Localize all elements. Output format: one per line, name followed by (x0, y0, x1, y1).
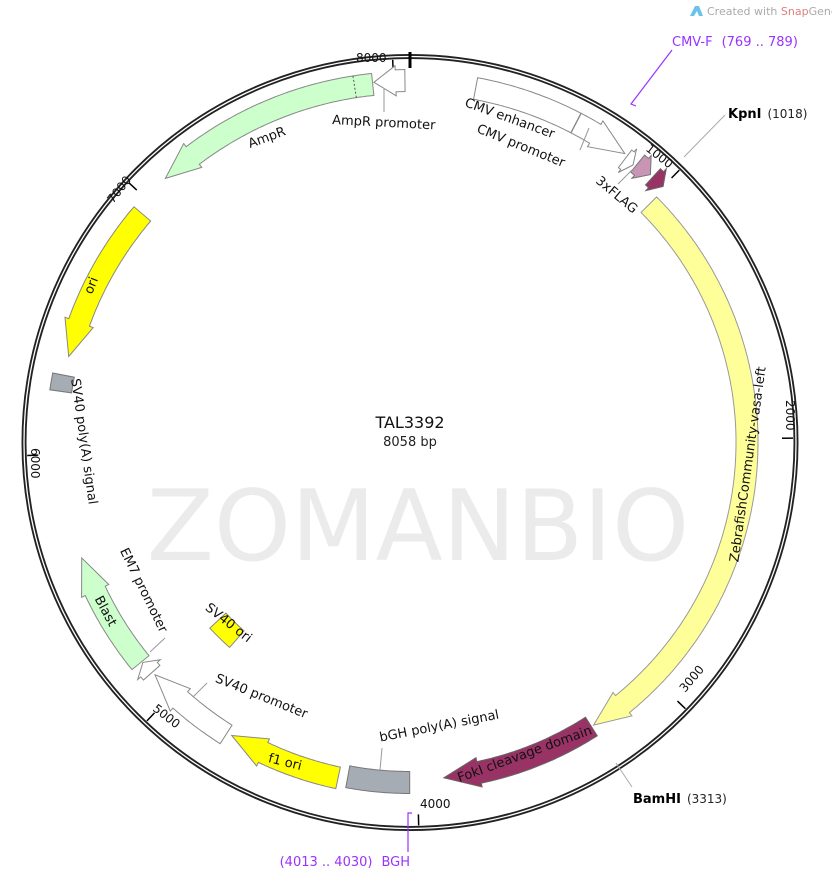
tick-label-3000: 3000 (677, 663, 707, 695)
enzyme-kpni[interactable]: KpnI (1018) (728, 107, 807, 122)
feature-unlabeled[interactable] (617, 148, 638, 173)
enzyme-name: BamHI (633, 792, 681, 807)
label-foki-cleavage-domain[interactable]: FokI cleavage domain (456, 723, 594, 786)
snapgene-credit[interactable]: Created with SnapGene® (690, 5, 832, 18)
primer-range: (4013 .. 4030) (280, 855, 373, 870)
tick-label-4000: 4000 (420, 797, 451, 811)
leader-bamhi (615, 762, 633, 788)
enzyme-bamhi[interactable]: BamHI (3313) (633, 792, 727, 807)
enzyme-position: (1018) (767, 107, 807, 121)
label-sv40-polya[interactable]: SV40 poly(A) signal (67, 378, 100, 506)
credit-brand-gene: Gene® (809, 5, 832, 18)
enzyme-position: (3313) (687, 792, 727, 806)
primer-cmv-f-marker (630, 49, 673, 107)
credit-prefix: Created with (707, 5, 781, 18)
feature-foki-cleavage-domain[interactable] (442, 716, 598, 788)
label-3xflag[interactable]: 3xFLAG (592, 174, 640, 217)
leader-em7-promoter (149, 637, 166, 653)
tick-mark-1000 (671, 169, 680, 179)
label-sv40-promoter[interactable]: SV40 promoter (213, 671, 310, 722)
feature-sv40-ori[interactable] (209, 612, 245, 649)
feature-zebrafishcommunity-vasa-left[interactable] (592, 196, 759, 726)
feature-3xflag[interactable] (630, 153, 652, 180)
feature-blast[interactable] (81, 556, 150, 671)
leader-sv40-promoter (192, 682, 208, 698)
tick-mark-7000 (128, 182, 138, 191)
primer-range: (769 .. 789) (722, 35, 798, 50)
tick-label-8000: 8000 (356, 51, 387, 65)
primer-name: BGH (381, 855, 410, 870)
feature-sv40-promoter[interactable] (154, 673, 233, 745)
plasmid-name: TAL3392 (374, 413, 444, 432)
leader-cmv-promoter (579, 127, 590, 151)
svg-text:Created with SnapGene®: Created with SnapGene® (707, 5, 832, 18)
feature-ampr[interactable] (164, 72, 375, 180)
feature-ampr-promoter[interactable] (373, 64, 406, 97)
leader-bgh-polya (379, 747, 383, 771)
leader-3xflag (617, 169, 633, 185)
tick-label-6000: 6000 (28, 448, 42, 479)
tick-label-2000: 2000 (783, 400, 797, 431)
snapgene-logo-icon (690, 6, 703, 16)
label-ori[interactable]: ori (82, 275, 102, 296)
primer-bgh-marker (407, 812, 412, 852)
tick-mark-5000 (146, 712, 156, 722)
credit-brand-snap: Snap (781, 5, 809, 18)
watermark: ZOMANBIO (147, 470, 689, 584)
tick-mark-3000 (676, 700, 686, 710)
feature-bgh-poly-a-signal[interactable] (345, 765, 411, 794)
enzyme-name: KpnI (728, 107, 761, 122)
feature-unlabeled[interactable] (644, 167, 668, 192)
cmv-divider (570, 113, 582, 134)
label-bgh-polya[interactable]: bGH poly(A) signal (378, 708, 500, 746)
feature-sv40-poly-a-signal[interactable] (49, 372, 75, 394)
leader-kpni (683, 114, 726, 158)
primer-bgh[interactable]: (4013 .. 4030) BGH (280, 855, 410, 870)
feature-f1-ori[interactable] (230, 734, 341, 790)
plasmid-length: 8058 bp (383, 435, 437, 450)
feature-ori[interactable] (64, 206, 152, 358)
primer-name: CMV-F (672, 35, 713, 50)
feature-cmv-promoter[interactable] (570, 112, 626, 155)
feature-em7-promoter[interactable] (136, 659, 162, 682)
primer-cmv-f[interactable]: CMV-F (769 .. 789) (672, 35, 798, 50)
label-ampr-promoter[interactable]: AmpR promoter (332, 113, 437, 133)
